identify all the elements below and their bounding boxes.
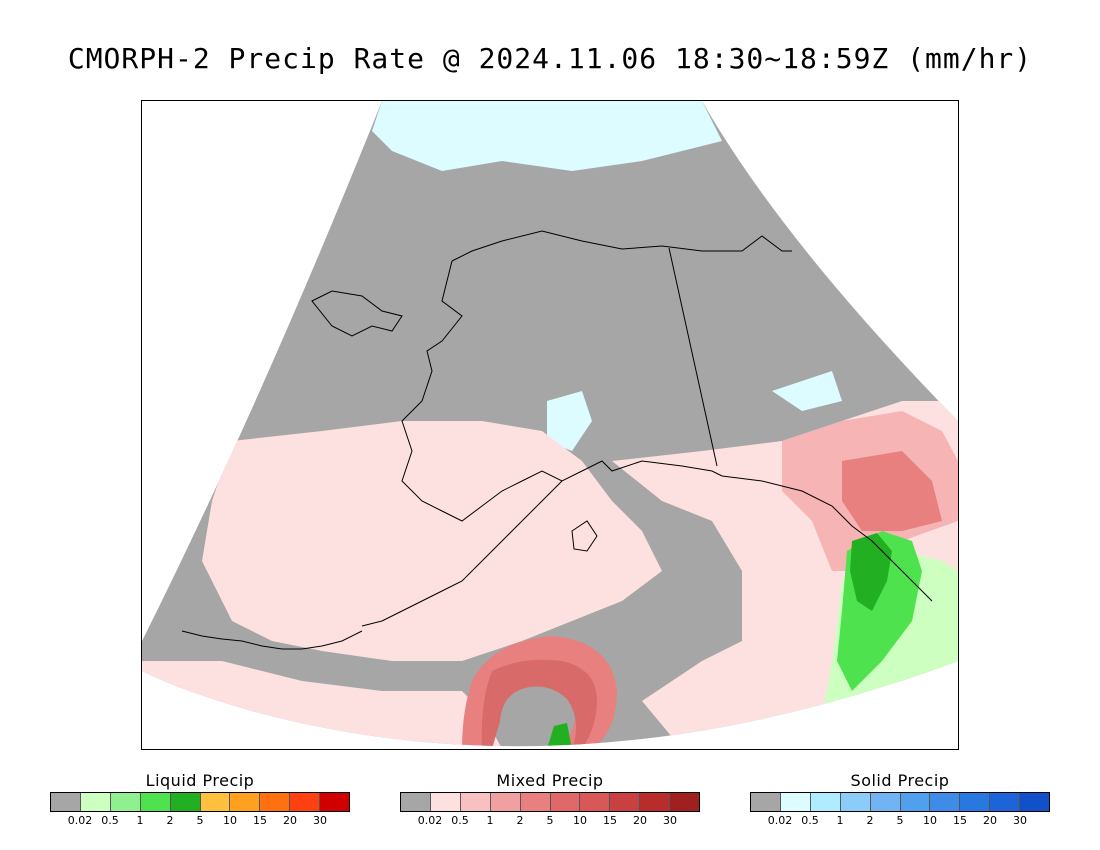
precip-field: [142, 101, 958, 747]
legend-swatch: [870, 793, 901, 811]
legend-liquid-precip: Liquid Precip 0.02 0.5 1 2 5 10 15 20 30: [50, 770, 350, 828]
legend-swatch: [490, 793, 521, 811]
bering-mixed-area: [202, 421, 662, 661]
legend-swatch: [230, 793, 261, 811]
legend-swatch: [200, 793, 231, 811]
alaska-peninsula: [361, 480, 563, 627]
legend-tick-label: 2: [866, 814, 874, 827]
legend-tick-label: 10: [573, 814, 587, 827]
legend-tick-label: 2: [166, 814, 174, 827]
legend-tick-label: 20: [983, 814, 997, 827]
legend-swatch: [640, 793, 671, 811]
yukon-snow-patch: [772, 371, 842, 411]
legend-swatch: [840, 793, 871, 811]
legend-swatch: [460, 793, 491, 811]
legend-swatch: [751, 793, 781, 811]
legend-tick-labels: 0.02 0.5 1 2 5 10 15 20 30: [50, 812, 350, 828]
kodiak-island: [571, 520, 598, 552]
legend-tick-label: 30: [1013, 814, 1027, 827]
panhandle-mixed-strong: [842, 451, 942, 531]
legend-tick-label: 2: [516, 814, 524, 827]
legend-color-bar: [50, 792, 350, 812]
legend-tick-label: 0.5: [451, 814, 469, 827]
seward-peninsula: [311, 290, 403, 337]
legend-swatch: [780, 793, 811, 811]
legend-swatch: [670, 793, 700, 811]
legend-tick-labels: 0.02 0.5 1 2 5 10 15 20 30: [400, 812, 700, 828]
canada-border: [668, 247, 718, 467]
legend-swatch: [430, 793, 461, 811]
legend-tick-label: 20: [633, 814, 647, 827]
legend-swatch: [960, 793, 991, 811]
legend-swatch: [900, 793, 931, 811]
legend-swatch: [520, 793, 551, 811]
map-title: CMORPH-2 Precip Rate @ 2024.11.06 18:30~…: [67, 42, 1033, 75]
legend-swatch: [320, 793, 350, 811]
legend-tick-label: 10: [223, 814, 237, 827]
legend-tick-label: 20: [283, 814, 297, 827]
alaska-west-coast: [401, 260, 723, 522]
legend-tick-label: 30: [313, 814, 327, 827]
legend-tick-label: 0.02: [67, 814, 93, 827]
legend-swatch: [140, 793, 171, 811]
legend-swatch: [401, 793, 431, 811]
legend-tick-label: 0.5: [101, 814, 119, 827]
legend-swatch: [170, 793, 201, 811]
legend-color-bar: [750, 792, 1050, 812]
legend-color-bar: [400, 792, 700, 812]
pacific-low-liquid-core: [547, 723, 572, 747]
legend-swatch: [990, 793, 1021, 811]
legend-tick-label: 5: [196, 814, 204, 827]
legend-tick-label: 5: [896, 814, 904, 827]
legend-tick-label: 5: [546, 814, 554, 827]
coastlines: [181, 230, 933, 650]
map-panel: [141, 100, 959, 750]
interior-snow-patch: [547, 391, 592, 451]
legend-swatch: [550, 793, 581, 811]
legend-swatch: [80, 793, 111, 811]
legend-tick-label: 0.5: [801, 814, 819, 827]
legend-tick-label: 10: [923, 814, 937, 827]
legend-swatch: [810, 793, 841, 811]
legend-swatch: [51, 793, 81, 811]
precip-map: [142, 101, 958, 747]
legend-tick-label: 1: [836, 814, 844, 827]
arctic-snow-band: [372, 101, 722, 171]
southeast-liquid-heavy: [850, 533, 892, 611]
southeast-panhandle-coast: [721, 475, 933, 602]
legend-title: Mixed Precip: [496, 771, 604, 790]
pacific-low-mixed-core: [481, 659, 597, 747]
legend-mixed-precip: Mixed Precip 0.02 0.5 1 2 5 10 15 20 30: [400, 770, 700, 828]
legend-swatch: [1020, 793, 1050, 811]
legend-tick-label: 15: [253, 814, 267, 827]
legend-solid-precip: Solid Precip 0.02 0.5 1 2 5 10 15 20 30: [750, 770, 1050, 828]
legend-tick-label: 15: [953, 814, 967, 827]
legend-tick-label: 1: [486, 814, 494, 827]
legend-title: Solid Precip: [850, 771, 950, 790]
legend-swatch: [110, 793, 141, 811]
legend-swatch: [580, 793, 611, 811]
alaska-coastline: [451, 230, 792, 262]
aleutian-chain: [181, 630, 363, 650]
legend-swatch: [610, 793, 641, 811]
legend-tick-label: 0.02: [417, 814, 443, 827]
legend-tick-label: 15: [603, 814, 617, 827]
legend-swatch: [930, 793, 961, 811]
legend-tick-label: 30: [663, 814, 677, 827]
legend-tick-labels: 0.02 0.5 1 2 5 10 15 20 30: [750, 812, 1050, 828]
legend-swatch: [290, 793, 321, 811]
legend-tick-label: 0.02: [767, 814, 793, 827]
legend-tick-label: 1: [136, 814, 144, 827]
legend-swatch: [260, 793, 291, 811]
legend-title: Liquid Precip: [145, 771, 255, 790]
